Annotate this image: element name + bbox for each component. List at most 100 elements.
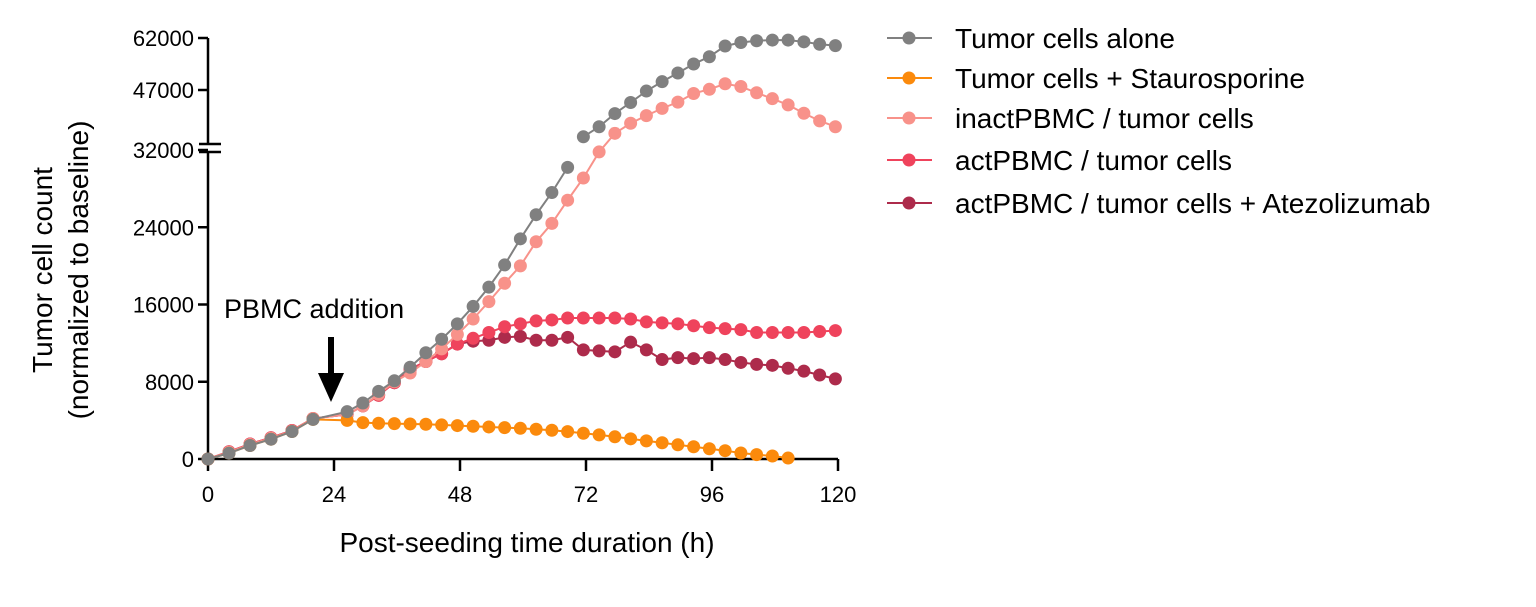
legend-marker — [902, 111, 916, 125]
data-point — [372, 416, 386, 430]
legend-label: actPBMC / tumor cells — [955, 145, 1232, 176]
data-point — [781, 361, 795, 375]
x-axis-label: Post-seeding time duration (h) — [339, 527, 714, 558]
data-point — [639, 84, 653, 98]
data-point — [734, 323, 748, 337]
legend-marker — [902, 71, 916, 85]
axes: 0 8000 16000 24000 32000 47000 62000 0 24 48 72 96 1… — [133, 26, 857, 507]
data-point — [529, 333, 543, 347]
y-tick-label: 47000 — [133, 78, 194, 103]
legend-label: inactPBMC / tumor cells — [955, 103, 1254, 134]
data-point — [561, 193, 575, 207]
data-point — [450, 327, 464, 341]
data-point — [450, 419, 464, 433]
series-line — [207, 335, 836, 460]
data-point — [624, 95, 638, 109]
data-point — [624, 335, 638, 349]
data-point — [592, 311, 606, 325]
data-point — [608, 345, 622, 359]
data-point — [356, 416, 370, 430]
series-0 — [201, 33, 842, 466]
data-point — [687, 319, 701, 333]
data-point — [513, 259, 527, 273]
data-point — [513, 421, 527, 435]
annotation-pbmc-addition: PBMC addition — [224, 294, 404, 324]
data-point — [750, 86, 764, 100]
data-point — [466, 299, 480, 313]
data-point — [608, 107, 622, 121]
x-tick-label: 48 — [448, 482, 472, 507]
data-point — [718, 77, 732, 91]
data-point — [765, 358, 779, 372]
legend-item: actPBMC / tumor cells — [887, 145, 1232, 176]
data-point — [264, 432, 278, 446]
data-point — [529, 422, 543, 436]
data-point — [828, 324, 842, 338]
data-point — [403, 417, 417, 431]
data-point — [671, 66, 685, 80]
data-point — [671, 317, 685, 331]
data-point — [356, 396, 370, 410]
y-tick-label: 32000 — [133, 138, 194, 163]
data-point — [576, 171, 590, 185]
data-point — [687, 352, 701, 366]
data-point — [655, 436, 669, 450]
data-point — [624, 432, 638, 446]
data-point — [450, 337, 464, 351]
data-point — [285, 424, 299, 438]
data-point — [435, 418, 449, 432]
x-tick-label: 96 — [700, 482, 724, 507]
y-tick-label: 8000 — [145, 370, 194, 395]
data-point — [765, 92, 779, 106]
data-point — [306, 412, 320, 426]
y-tick-label: 24000 — [133, 215, 194, 240]
data-point — [482, 326, 496, 340]
legend-label: actPBMC / tumor cells + Atezolizumab — [955, 188, 1430, 219]
legend-item: inactPBMC / tumor cells — [887, 103, 1254, 134]
data-point — [592, 120, 606, 134]
data-point — [466, 312, 480, 326]
data-point — [513, 329, 527, 343]
data-point — [435, 342, 449, 356]
legend: Tumor cells alone Tumor cells + Staurospo… — [887, 23, 1430, 219]
data-point — [671, 438, 685, 452]
data-point — [750, 448, 764, 462]
data-point — [529, 235, 543, 249]
y-axis-label-line2: (normalized to baseline) — [63, 121, 94, 420]
data-point — [781, 326, 795, 340]
data-point — [813, 325, 827, 339]
arrow-down-icon — [318, 337, 344, 402]
legend-item: Tumor cells alone — [887, 23, 1175, 54]
data-point — [576, 130, 590, 144]
data-point — [797, 364, 811, 378]
data-point — [718, 322, 732, 336]
data-point — [765, 326, 779, 340]
data-point — [718, 444, 732, 458]
data-point — [545, 313, 559, 327]
data-point — [545, 333, 559, 347]
data-point — [592, 145, 606, 159]
data-point — [624, 312, 638, 326]
data-point — [687, 86, 701, 100]
series-layer — [201, 33, 842, 466]
data-point — [734, 80, 748, 94]
data-point — [702, 50, 716, 64]
data-point — [592, 344, 606, 358]
data-point — [750, 326, 764, 340]
data-point — [813, 37, 827, 51]
data-point — [243, 438, 257, 452]
data-point — [655, 353, 669, 367]
data-point — [671, 351, 685, 365]
data-point — [545, 185, 559, 199]
data-point — [387, 417, 401, 431]
data-point — [765, 33, 779, 47]
x-tick-label: 72 — [574, 482, 598, 507]
x-tick-label: 0 — [202, 482, 214, 507]
data-point — [576, 343, 590, 357]
data-point — [797, 35, 811, 49]
data-point — [781, 98, 795, 112]
data-point — [639, 109, 653, 123]
legend-label: Tumor cells alone — [955, 23, 1175, 54]
data-point — [529, 314, 543, 328]
